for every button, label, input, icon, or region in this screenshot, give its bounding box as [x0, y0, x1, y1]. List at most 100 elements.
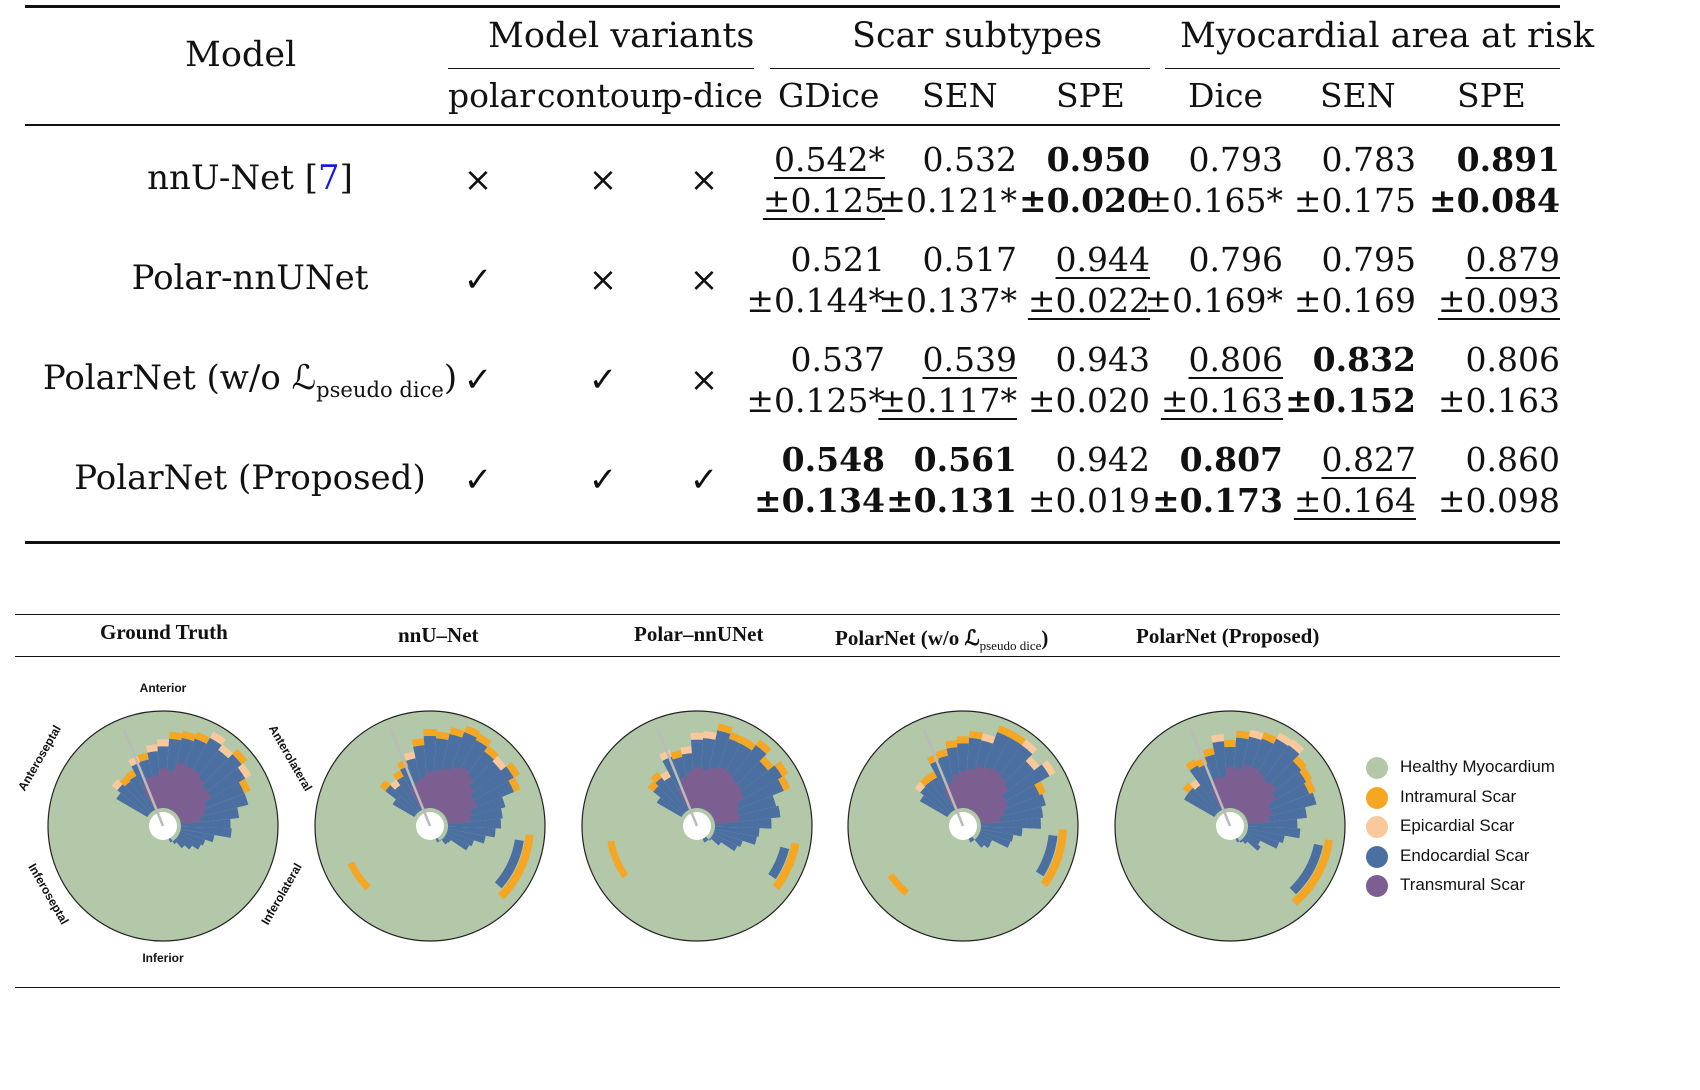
scar-sector [713, 809, 740, 822]
scar-sector [1261, 731, 1277, 744]
scar-sector [194, 731, 210, 744]
metric-mean: 0.537 [790, 340, 885, 379]
scar-sector [1233, 764, 1252, 810]
bullseye-plot [1114, 710, 1346, 942]
model-name: PolarNet (Proposed) [10, 458, 490, 498]
scar-sector [964, 737, 982, 809]
scar-sector [1189, 765, 1222, 812]
scar-sector [394, 785, 420, 814]
scar-sector [175, 785, 208, 815]
segment-label-inferolateral: Inferolateral [258, 861, 304, 927]
scar-sector [709, 784, 743, 815]
scar-sector [494, 839, 524, 889]
metric-std: ±0.125* [746, 381, 885, 420]
scar-sector [977, 833, 993, 845]
scar-sector [447, 826, 496, 838]
scar-sector [1231, 737, 1249, 809]
scar-sector [129, 775, 155, 812]
scar-sector [980, 826, 1023, 837]
scar-sector [414, 780, 427, 810]
septal-marker-line [656, 729, 699, 827]
scar-sector [436, 765, 461, 811]
scar-sector [680, 746, 692, 755]
cross-mark-icon: × [689, 260, 719, 300]
scar-sector [124, 781, 153, 814]
scar-sector [180, 818, 231, 829]
scar-sector [714, 815, 741, 825]
scar-sector [439, 839, 442, 842]
legend-label: Epicardial Scar [1400, 816, 1515, 835]
metric-cell: 0.548 ±0.134 [754, 440, 885, 520]
scar-sector [1243, 836, 1261, 851]
scar-sector [1247, 826, 1301, 839]
scar-sector [964, 768, 975, 809]
scar-sector [647, 780, 659, 792]
scar-sector [698, 738, 716, 809]
scar-sector [1249, 729, 1264, 740]
metric-mean: 0.827 [1321, 440, 1416, 479]
scar-sector [475, 733, 492, 748]
scar-sector [980, 817, 1041, 829]
scar-sector [1244, 833, 1261, 845]
model-name: PolarNet (w/o ℒpseudo dice) [10, 358, 490, 402]
scar-sector [997, 725, 1014, 738]
variants-underline [448, 68, 754, 69]
metric-std: ±0.084 [1429, 181, 1560, 220]
citation-link[interactable]: 7 [318, 158, 340, 198]
bullseye-plot [47, 710, 279, 942]
scar-sector [447, 829, 486, 844]
scar-sector [703, 766, 727, 811]
panel-title-polarnet-wo-main: PolarNet (w/o ℒ [835, 626, 980, 650]
metric-std: ±0.152 [1285, 381, 1416, 420]
metric-mean: 0.860 [1465, 440, 1560, 479]
scar-sector [180, 829, 215, 843]
segment-label-anterolateral: Anterolateral [266, 722, 315, 793]
metric-std: ±0.175 [1293, 181, 1416, 220]
scar-sector [975, 761, 1035, 815]
scar-sector [406, 758, 427, 810]
metric-std: ±0.093 [1437, 281, 1560, 320]
metric-cell: 0.944 ±0.022 [1028, 240, 1150, 320]
scar-sector [392, 799, 416, 817]
scar-sector [938, 755, 960, 810]
segment-label-inferoseptal: Inferoseptal [25, 861, 71, 927]
scar-sector [173, 777, 205, 814]
scar-sector [946, 747, 962, 809]
metric-std: ±0.131 [886, 481, 1017, 520]
metric-std: ±0.173 [1152, 481, 1283, 520]
metric-std: ±0.169* [1144, 281, 1283, 320]
scar-sector [111, 779, 123, 791]
scar-sector [653, 785, 685, 815]
subheader-p-dice: p-dice [661, 76, 763, 115]
scar-sector [157, 746, 169, 809]
scar-sector [444, 794, 475, 817]
panel-title-polar-nnunet: Polar–nnUNet [634, 622, 764, 646]
scar-sector [492, 756, 507, 771]
scar-sector [449, 727, 465, 738]
metric-std: ±0.020 [1027, 381, 1150, 420]
scar-sector [980, 806, 1044, 825]
scar-sector [1040, 829, 1067, 888]
scar-sector [166, 737, 194, 810]
scar-sector [438, 766, 470, 812]
scar-sector [690, 732, 704, 740]
scar-sector [655, 777, 687, 814]
scar-sector [966, 834, 973, 843]
metric-mean: 0.832 [1312, 340, 1416, 379]
scar-sector [945, 740, 958, 749]
scar-sector [740, 737, 756, 751]
cross-mark-icon: × [588, 260, 618, 300]
scar-sector [685, 771, 696, 809]
scar-sector [708, 838, 712, 841]
legend-label: Transmural Scar [1400, 875, 1526, 894]
metric-cell: 0.950 ±0.020 [1019, 140, 1150, 220]
metric-mean: 0.532 [922, 140, 1017, 179]
scar-sector [971, 768, 1002, 812]
scar-sector [443, 836, 451, 843]
scar-sector [176, 836, 193, 850]
cross-mark-icon: × [689, 160, 719, 200]
subheader-risk-sen: SEN [1320, 76, 1396, 115]
scar-sector [175, 754, 242, 815]
scar-sector [237, 763, 252, 779]
header-scar-subtypes: Scar subtypes [852, 16, 1103, 56]
